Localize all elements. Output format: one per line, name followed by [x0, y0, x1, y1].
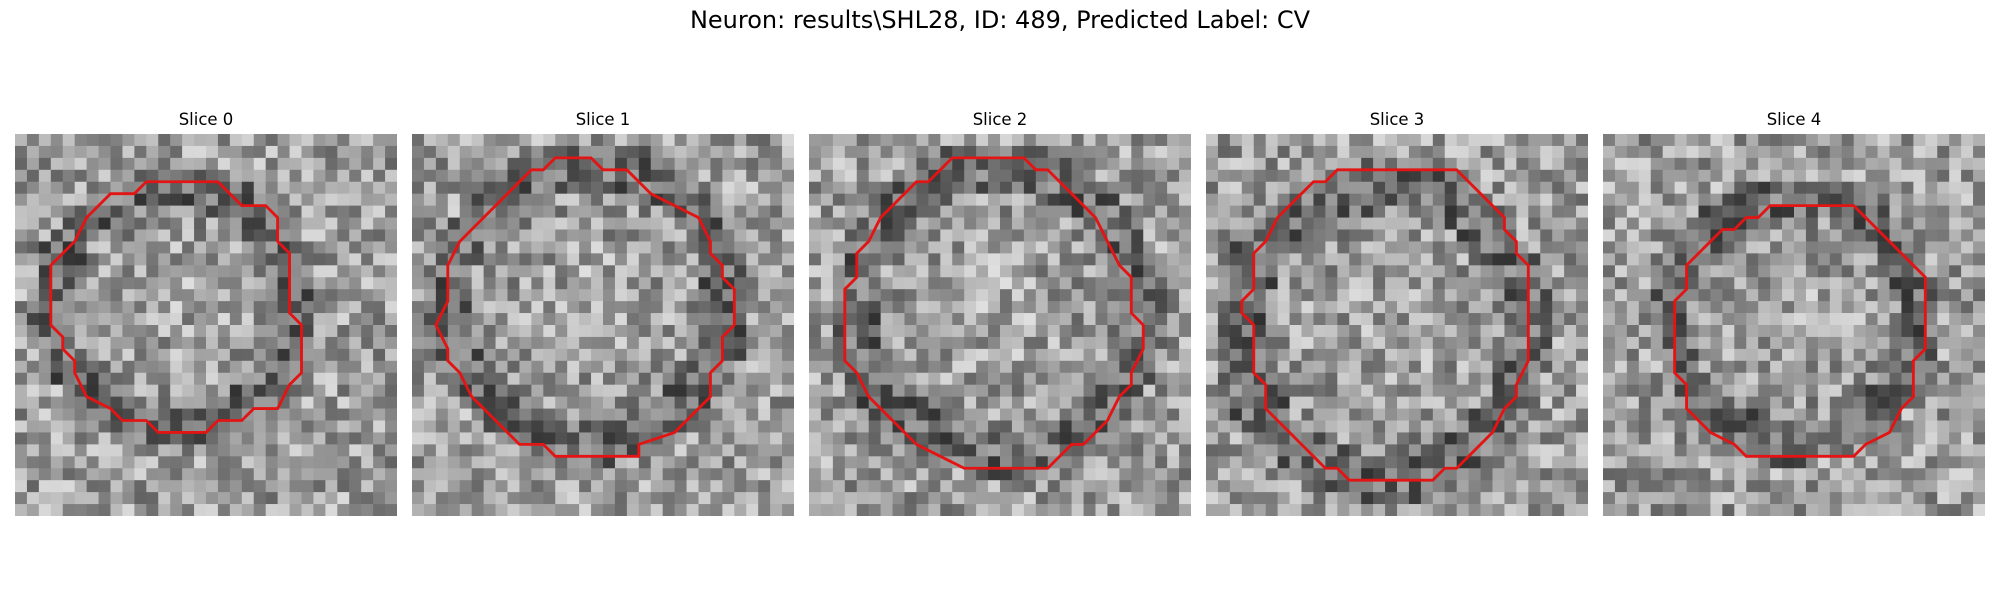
slice-title: Slice 2 — [972, 110, 1028, 129]
segmentation-contour — [1673, 204, 1927, 458]
slice-title: Slice 1 — [575, 110, 631, 129]
slice-image — [809, 134, 1191, 516]
slice-panel-0: Slice 0 — [15, 108, 397, 516]
slice-panel-2: Slice 2 — [809, 108, 1191, 516]
slice-image — [1603, 134, 1985, 516]
segmentation-contour — [434, 156, 736, 458]
slice-title: Slice 0 — [178, 110, 234, 129]
slice-panel-3: Slice 3 — [1206, 108, 1588, 516]
slice-image — [15, 134, 397, 516]
slice-image — [1206, 134, 1588, 516]
slice-title: Slice 4 — [1766, 110, 1822, 129]
segmentation-contour — [843, 156, 1145, 470]
segmentation-contour — [49, 180, 303, 434]
slice-panel-1: Slice 1 — [412, 108, 794, 516]
slice-panel-4: Slice 4 — [1603, 108, 1985, 516]
slice-title: Slice 3 — [1369, 110, 1425, 129]
figure-title: Neuron: results\SHL28, ID: 489, Predicte… — [689, 6, 1311, 34]
slice-image — [412, 134, 794, 516]
segmentation-contour — [1240, 168, 1530, 482]
